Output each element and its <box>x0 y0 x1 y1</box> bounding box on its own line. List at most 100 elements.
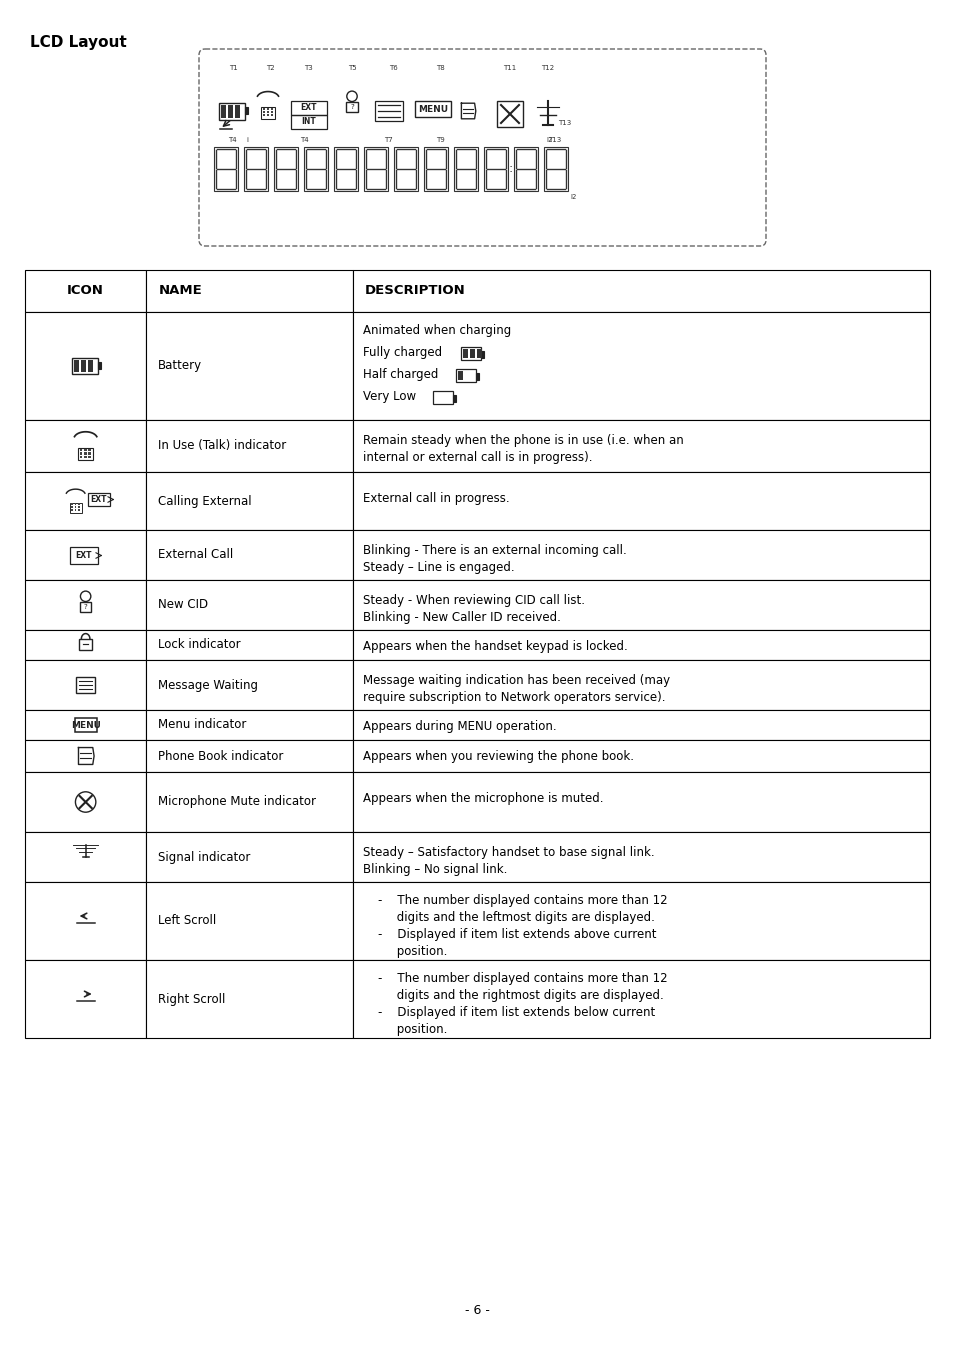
Text: Blinking - There is an external incoming call.
Steady – Line is engaged.: Blinking - There is an external incoming… <box>362 544 626 574</box>
Bar <box>353 882 929 960</box>
Bar <box>80 456 82 458</box>
Bar <box>263 108 265 109</box>
Bar <box>78 448 92 460</box>
Bar <box>234 105 240 117</box>
Bar <box>457 371 462 379</box>
Bar <box>476 373 478 379</box>
Bar <box>497 101 522 127</box>
Bar <box>423 147 448 190</box>
Bar <box>146 531 353 580</box>
Bar <box>213 147 237 190</box>
Text: EXT: EXT <box>91 495 107 504</box>
Text: T11: T11 <box>503 65 517 72</box>
Bar <box>71 358 97 374</box>
Bar <box>464 371 469 379</box>
Bar <box>244 147 268 190</box>
Bar <box>267 115 269 116</box>
Text: Phone Book indicator: Phone Book indicator <box>158 749 283 763</box>
Text: l2: l2 <box>546 136 553 143</box>
Text: T7: T7 <box>383 136 392 143</box>
Bar <box>291 101 327 115</box>
Text: External call in progress.: External call in progress. <box>362 491 509 505</box>
Text: :: : <box>508 162 513 176</box>
Bar <box>25 312 146 420</box>
Bar <box>146 580 353 630</box>
Text: T9: T9 <box>436 136 444 143</box>
Text: In Use (Talk) indicator: In Use (Talk) indicator <box>158 440 286 452</box>
Bar <box>70 502 82 513</box>
Bar <box>25 960 146 1038</box>
Bar <box>25 270 146 312</box>
Text: i: i <box>246 136 248 143</box>
Text: T12: T12 <box>541 65 554 72</box>
Text: Fully charged: Fully charged <box>362 346 441 359</box>
Text: EXT: EXT <box>75 551 91 560</box>
Bar <box>88 360 92 373</box>
Bar <box>353 531 929 580</box>
Bar <box>74 718 96 732</box>
Text: EXT: EXT <box>300 104 317 112</box>
Text: INT: INT <box>301 117 316 127</box>
Text: T8: T8 <box>436 65 444 72</box>
Bar <box>228 105 233 117</box>
Bar <box>334 147 357 190</box>
Bar <box>78 509 80 512</box>
Bar <box>25 660 146 710</box>
Bar <box>353 420 929 472</box>
Text: Calling External: Calling External <box>158 494 252 508</box>
Bar <box>271 115 273 116</box>
Bar <box>80 452 82 455</box>
Text: T13: T13 <box>548 136 561 143</box>
Bar <box>271 108 273 109</box>
Text: Half charged: Half charged <box>362 369 437 381</box>
Bar <box>146 312 353 420</box>
Text: Lock indicator: Lock indicator <box>158 639 241 652</box>
Text: MENU: MENU <box>417 104 448 113</box>
Text: T4: T4 <box>299 136 308 143</box>
Text: Appears when you reviewing the phone book.: Appears when you reviewing the phone boo… <box>362 751 633 763</box>
Bar <box>353 312 929 420</box>
Text: ?: ? <box>84 603 88 610</box>
Bar <box>480 351 483 358</box>
Text: MENU: MENU <box>71 721 100 729</box>
Bar <box>84 452 87 455</box>
Bar <box>353 660 929 710</box>
Bar <box>353 772 929 832</box>
Bar <box>146 960 353 1038</box>
Bar <box>80 448 82 451</box>
Bar <box>80 602 91 612</box>
Text: ICON: ICON <box>67 285 104 297</box>
Bar <box>452 396 456 402</box>
Text: ?: ? <box>350 104 354 109</box>
Bar <box>543 147 567 190</box>
Text: T5: T5 <box>347 65 355 72</box>
Bar <box>146 882 353 960</box>
Text: NAME: NAME <box>158 285 202 297</box>
Bar <box>432 392 452 404</box>
Text: Very Low: Very Low <box>362 390 416 404</box>
Bar <box>71 504 73 505</box>
Bar <box>25 472 146 531</box>
Bar <box>353 580 929 630</box>
Bar <box>483 147 507 190</box>
Text: Message Waiting: Message Waiting <box>158 679 258 691</box>
Bar <box>353 710 929 740</box>
Text: Animated when charging: Animated when charging <box>362 324 510 338</box>
Text: T13: T13 <box>558 120 571 126</box>
Bar <box>89 448 91 451</box>
Bar <box>71 506 73 508</box>
Text: Message waiting indication has been received (may
require subscription to Networ: Message waiting indication has been rece… <box>362 674 669 703</box>
Bar <box>146 420 353 472</box>
Bar <box>25 832 146 882</box>
Bar <box>146 630 353 660</box>
Bar <box>221 105 226 117</box>
Bar <box>394 147 417 190</box>
Bar <box>353 472 929 531</box>
Bar <box>78 504 80 505</box>
Text: T2: T2 <box>265 65 274 72</box>
Text: DESCRIPTION: DESCRIPTION <box>364 285 465 297</box>
Bar <box>25 580 146 630</box>
Text: Steady – Satisfactory handset to base signal link.
Blinking – No signal link.: Steady – Satisfactory handset to base si… <box>362 846 654 876</box>
Bar <box>219 103 245 120</box>
Text: External Call: External Call <box>158 548 233 562</box>
